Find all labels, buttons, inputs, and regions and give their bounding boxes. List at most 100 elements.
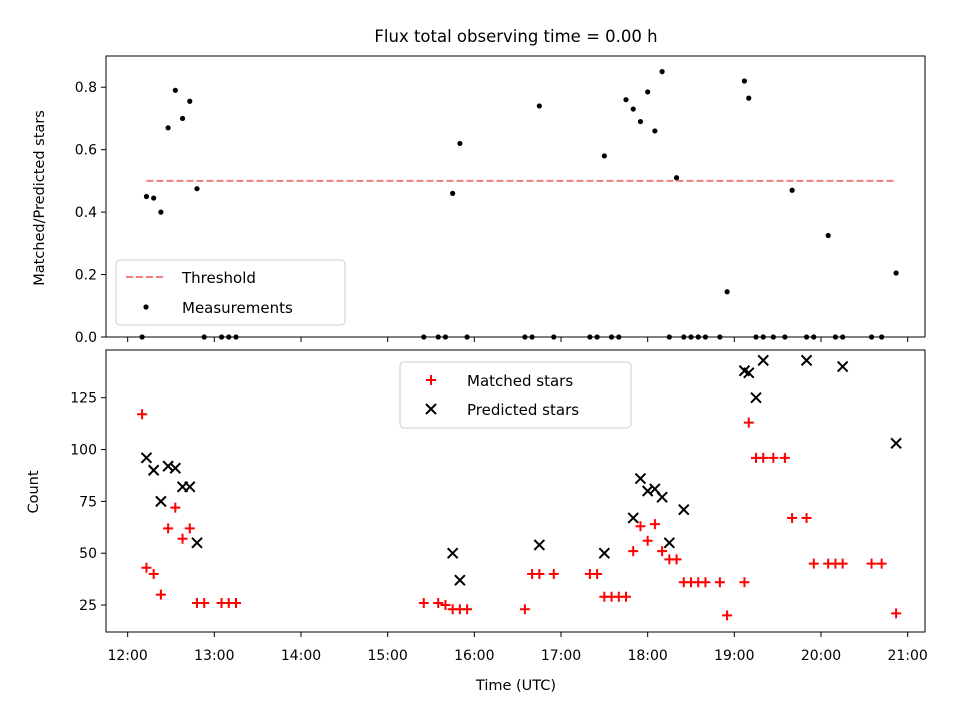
x-tick-label: 20:00 xyxy=(801,648,841,664)
matched-star-marker xyxy=(866,558,877,569)
predicted-star-marker xyxy=(140,452,153,464)
bottom-axes-area: 25 50 75 100 125 12:00 13:00 14:00 15:00 16:00 17:… xyxy=(70,349,928,664)
matched-star-marker xyxy=(743,417,754,428)
predicted-star-marker xyxy=(533,539,546,551)
bottom-panel: 25 50 75 100 125 12:00 13:00 14:00 15:00 16:00 17:… xyxy=(26,349,928,694)
bottom-y-axis-label: Count xyxy=(26,470,42,513)
predicted-star-marker xyxy=(147,464,160,476)
bottom-legend: Matched stars Predicted stars xyxy=(399,361,632,429)
top-y-axis-label: Matched/Predicted stars xyxy=(32,110,48,286)
matched-star-marker xyxy=(649,519,660,530)
matched-star-marker xyxy=(891,608,902,619)
predicted-star-marker xyxy=(598,547,611,559)
measurement-point xyxy=(623,97,629,103)
bottom-y-tick-label: 75 xyxy=(79,494,97,510)
predicted-star-marker xyxy=(184,481,196,493)
legend-predicted-label: Predicted stars xyxy=(467,401,579,419)
matched-star-marker xyxy=(155,589,166,600)
predicted-star-marker xyxy=(454,574,466,586)
measurement-point xyxy=(652,128,658,134)
matched-star-marker xyxy=(714,577,725,588)
matched-star-marker xyxy=(440,600,451,611)
matched-star-marker xyxy=(787,512,798,523)
matched-star-marker xyxy=(801,512,812,523)
measurement-point xyxy=(172,87,178,93)
matched-star-marker xyxy=(621,591,631,602)
top-panel: Flux total observing time = 0.00 h 0.00.… xyxy=(32,27,926,346)
x-tick-label: 18:00 xyxy=(627,648,667,664)
matched-star-marker xyxy=(837,558,848,569)
predicted-star-marker xyxy=(162,460,174,472)
measurement-point xyxy=(645,89,651,95)
measurement-point xyxy=(746,95,752,101)
legend-predicted-swatch xyxy=(425,403,437,415)
x-tick-label: 12:00 xyxy=(107,648,147,664)
bottom-legend-box xyxy=(399,361,632,429)
matched-star-marker xyxy=(462,604,473,615)
matched-star-marker xyxy=(628,546,639,557)
matched-star-marker xyxy=(519,604,530,615)
measurement-point xyxy=(536,103,542,109)
predicted-star-marker xyxy=(678,503,690,516)
bottom-plot-frame xyxy=(105,349,926,633)
predicted-star-marker xyxy=(446,547,459,559)
predicted-star-marker xyxy=(890,437,902,450)
legend-matched-label: Matched stars xyxy=(467,372,573,390)
x-tick-label: 16:00 xyxy=(454,648,494,664)
predicted-star-marker xyxy=(836,360,849,373)
legend-measurements-label: Measurements xyxy=(182,299,293,317)
top-y-tick-label: 0.4 xyxy=(75,205,97,221)
matched-star-marker xyxy=(184,523,195,534)
predicted-star-marker xyxy=(627,512,639,524)
measurement-point xyxy=(450,190,456,196)
predicted-star-marker xyxy=(641,485,654,497)
legend-measurements-swatch xyxy=(143,304,149,310)
measurement-point xyxy=(637,118,644,125)
matched-star-marker xyxy=(141,562,152,573)
matched-star-marker xyxy=(779,452,790,463)
matched-star-marker xyxy=(642,535,653,546)
matched-star-marker xyxy=(876,558,887,569)
x-tick-label: 21:00 xyxy=(887,648,927,664)
measurement-point xyxy=(158,209,164,215)
top-legend-box xyxy=(115,259,346,326)
measurement-point xyxy=(825,232,831,239)
measurement-point xyxy=(724,289,730,295)
measurement-point xyxy=(151,195,157,201)
measurement-point xyxy=(659,69,665,75)
x-tick-label: 13:00 xyxy=(194,648,234,664)
predicted-star-marker xyxy=(800,354,813,367)
matched-star-marker xyxy=(635,521,646,532)
measurement-point xyxy=(630,106,636,112)
bottom-y-tick-label: 125 xyxy=(70,391,97,407)
x-tick-label: 17:00 xyxy=(541,648,581,664)
measurement-point xyxy=(673,175,680,181)
legend-threshold-label: Threshold xyxy=(181,269,256,287)
predicted-star-marker xyxy=(169,462,182,474)
measurement-point xyxy=(187,98,193,104)
measurement-point xyxy=(601,153,607,159)
x-tick-label: 19:00 xyxy=(714,648,754,664)
legend-matched-swatch xyxy=(426,375,436,385)
measurement-point xyxy=(741,78,748,84)
matched-star-marker xyxy=(231,597,241,608)
predicted-star-marker xyxy=(656,491,668,503)
matched-star-marker xyxy=(700,577,711,588)
measurement-point xyxy=(893,270,899,276)
predicted-star-marker xyxy=(750,391,762,404)
predicted-star-marker xyxy=(191,537,203,549)
matched-star-marker xyxy=(758,452,769,463)
matched-star-marker xyxy=(739,577,750,588)
measurement-point xyxy=(179,115,186,122)
x-axis-label: Time (UTC) xyxy=(475,678,556,694)
matched-star-marker xyxy=(137,409,148,420)
top-axes-area: 0.0 0.2 0.4 0.6 0.8 Threshold Measurements xyxy=(75,55,926,346)
top-y-tick-label: 0.2 xyxy=(75,268,97,284)
predicted-star-marker xyxy=(757,354,769,367)
x-tick-label: 15:00 xyxy=(367,648,407,664)
measurement-point xyxy=(143,193,150,200)
matched-star-marker xyxy=(433,597,444,608)
matched-star-marker xyxy=(592,568,603,579)
measurement-point xyxy=(165,125,171,131)
predicted-star-marker xyxy=(155,495,167,508)
